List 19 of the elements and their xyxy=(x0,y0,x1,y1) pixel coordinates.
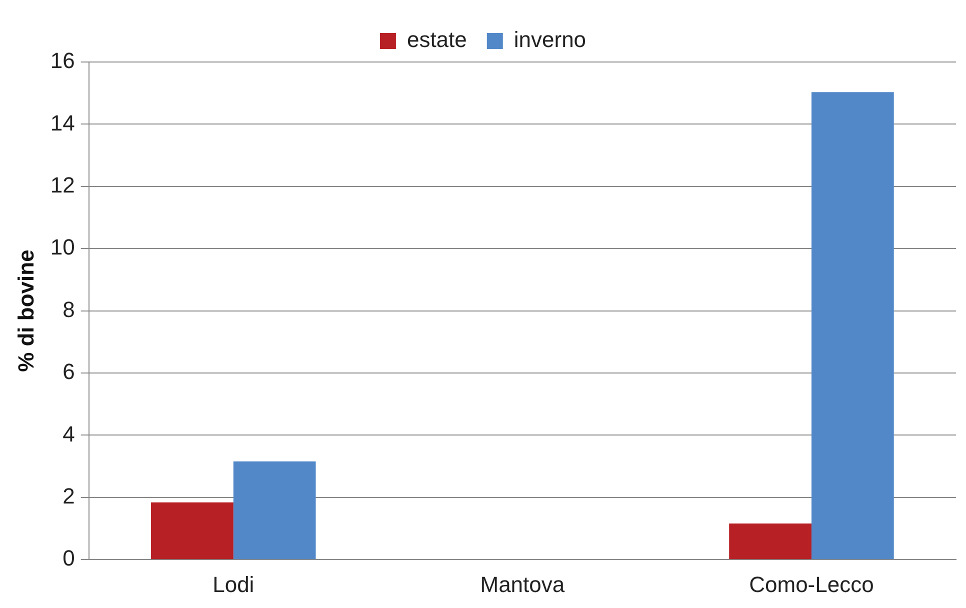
y-tick-label: 4 xyxy=(62,421,75,446)
legend-label: estate xyxy=(406,27,467,52)
bar xyxy=(233,461,316,560)
x-tick-label: Como-Lecco xyxy=(749,572,874,597)
y-tick-label: 12 xyxy=(50,172,75,198)
y-tick-label: 2 xyxy=(62,483,75,508)
y-tick-label: 16 xyxy=(50,48,75,74)
y-tick-label: 6 xyxy=(62,359,75,384)
y-tick-label: 14 xyxy=(50,110,75,136)
x-tick-label: Lodi xyxy=(212,572,254,597)
y-axis-title: % di bovine xyxy=(13,250,38,372)
bar xyxy=(729,524,812,560)
y-tick-label: 0 xyxy=(62,546,75,571)
y-tick-label: 10 xyxy=(50,234,75,260)
y-tick-label: 8 xyxy=(62,296,75,322)
bar xyxy=(811,92,894,560)
x-tick-label: Mantova xyxy=(480,572,566,597)
bar xyxy=(151,502,234,560)
legend-label: inverno xyxy=(514,27,586,52)
